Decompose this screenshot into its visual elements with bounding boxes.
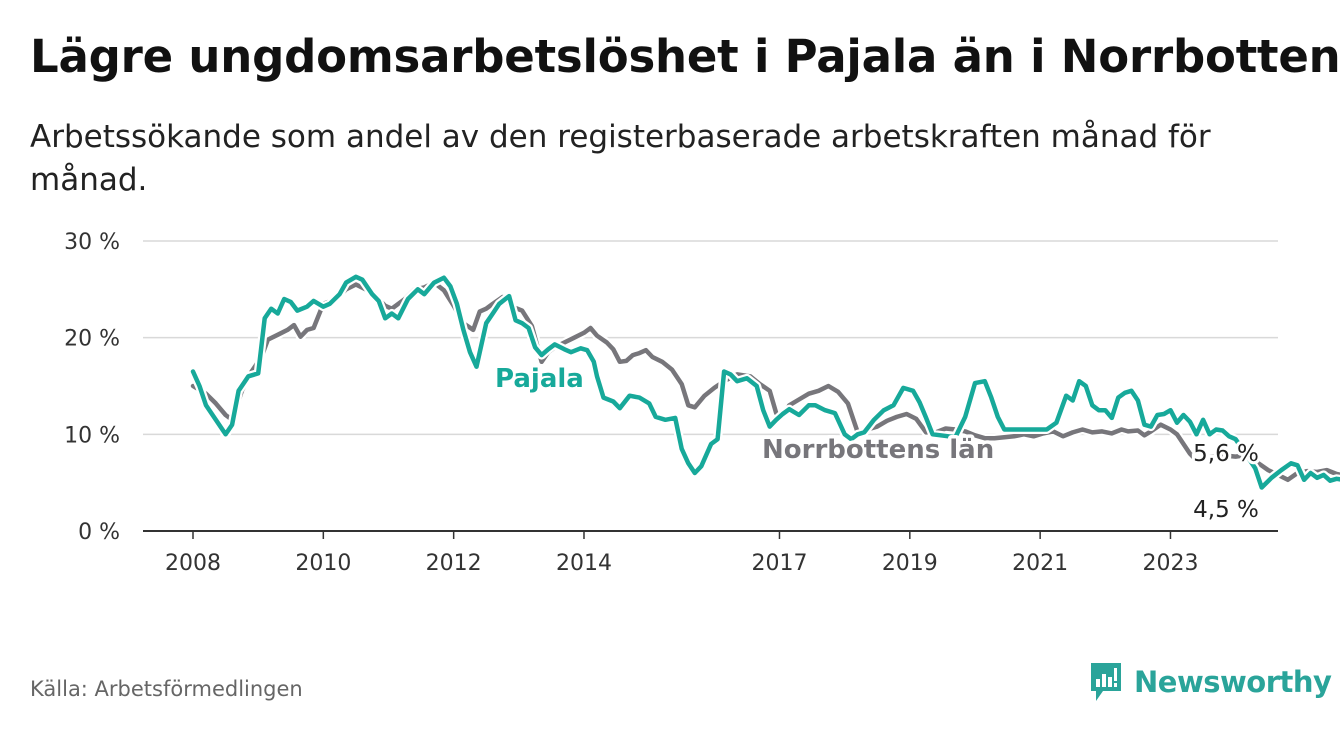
page-subtitle: Arbetssökande som andel av den registerb… bbox=[30, 119, 1211, 198]
x-tick-label: 2019 bbox=[882, 551, 938, 576]
x-tick-label: 2014 bbox=[556, 551, 612, 576]
y-tick-label: 20 % bbox=[64, 327, 120, 352]
series-lines bbox=[188, 272, 1340, 492]
x-tick-label: 2017 bbox=[751, 551, 807, 576]
y-tick-label: 0 % bbox=[78, 520, 120, 545]
brand-name: Newsworthy bbox=[1134, 665, 1332, 699]
norrbotten-series-label: Norrbottens län bbox=[762, 435, 994, 465]
y-tick-label: 10 % bbox=[64, 423, 120, 448]
x-tick-label: 2023 bbox=[1142, 551, 1198, 576]
series-labels: Pajala Norrbottens län 5,6 % 4,5 % bbox=[492, 361, 1262, 527]
x-tick-label: 2008 bbox=[165, 551, 221, 576]
y-axis-ticks: 0 % 10 % 20 % 30 % bbox=[64, 230, 120, 545]
norrbotten-end-label: 5,6 % bbox=[1193, 441, 1259, 467]
pajala-series-label: Pajala bbox=[495, 364, 584, 394]
pajala-end-label: 4,5 % bbox=[1193, 497, 1259, 523]
y-tick-label: 30 % bbox=[64, 230, 120, 255]
x-tick-label: 2010 bbox=[295, 551, 351, 576]
newsworthy-logo-icon bbox=[1091, 663, 1121, 701]
pajala-line bbox=[190, 274, 1340, 490]
brand[interactable]: Newsworthy bbox=[1088, 660, 1332, 704]
source-note: Källa: Arbetsförmedlingen bbox=[30, 677, 303, 701]
x-axis-ticks: 2008 2010 2012 2014 2017 2019 2021 2023 bbox=[165, 531, 1198, 576]
page-title: Lägre ungdomsarbetslöshet i Pajala än i … bbox=[30, 30, 1340, 83]
x-tick-label: 2012 bbox=[426, 551, 482, 576]
x-tick-label: 2021 bbox=[1012, 551, 1068, 576]
